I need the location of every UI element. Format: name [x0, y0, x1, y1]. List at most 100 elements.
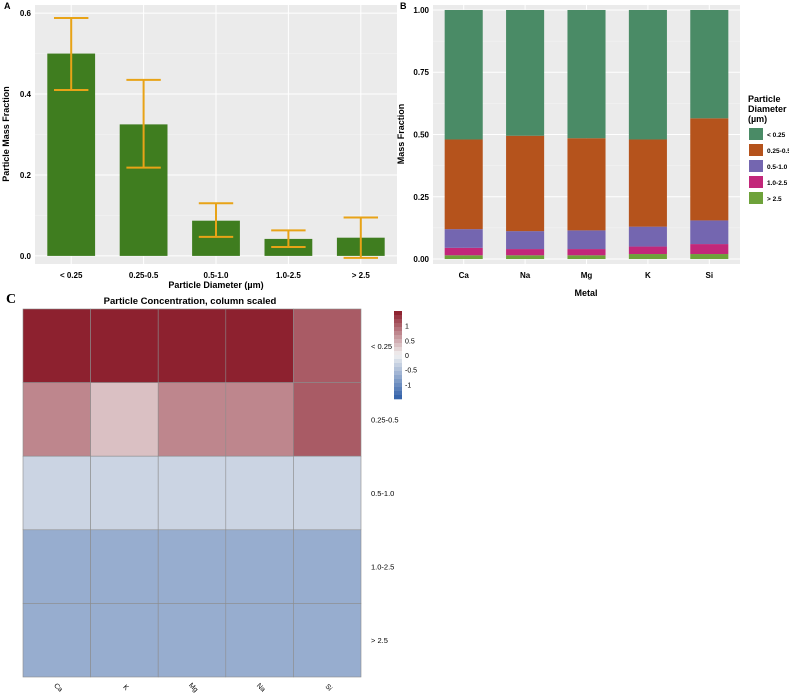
heatmap-cell [22, 382, 91, 457]
scale-step [394, 351, 402, 356]
stacked-bar-segment [444, 139, 483, 230]
y-tick-label: 0.4 [20, 90, 32, 99]
legend-swatch [749, 176, 763, 188]
heatmap-row-labels: < 0.25 0.25-0.5 0.5-1.0 1.0-2.5 > 2.5 [371, 342, 399, 645]
scale-step [394, 359, 402, 364]
stacked-bar-segment [567, 138, 606, 231]
column-label: K [121, 684, 129, 692]
x-tick-label: < 0.25 [60, 271, 83, 280]
heatmap-cell [225, 455, 294, 531]
stacked-bar-segment [444, 247, 483, 256]
panel-b-x-ticks: Ca Na Mg K Si [459, 271, 713, 280]
row-label: > 2.5 [371, 636, 388, 645]
heatmap-column-labels: Ca K Mg Na Si [52, 682, 333, 693]
scale-step [394, 367, 402, 372]
x-tick-label: Na [520, 271, 531, 280]
y-tick-label: 0.00 [413, 255, 429, 264]
heatmap-cell [293, 382, 362, 457]
legend-label: 0.25-0.5 [767, 148, 789, 155]
column-label: Mg [187, 682, 199, 693]
legend-swatch [749, 192, 763, 204]
row-label: 0.25-0.5 [371, 415, 399, 424]
stacked-bar-segment [690, 118, 729, 221]
heatmap-cell [90, 308, 159, 383]
column-label: Si [324, 683, 334, 693]
scale-tick-label: -0.5 [405, 368, 417, 375]
scale-tick-label: 1 [405, 324, 409, 331]
x-tick-label: Ca [459, 271, 470, 280]
row-label: < 0.25 [371, 342, 392, 351]
x-tick-label: Mg [581, 271, 593, 280]
panel-a-y-axis-title: Particle Mass Fraction [1, 86, 11, 182]
scale-step [394, 375, 402, 380]
heatmap-cell [293, 455, 362, 531]
heatmap-cell [157, 529, 227, 604]
x-tick-label: K [645, 271, 651, 280]
column-label: Ca [52, 682, 63, 693]
legend-title-line: Diameter [748, 104, 787, 114]
x-tick-label: 0.25-0.5 [129, 271, 159, 280]
stacked-bar-segment [567, 249, 606, 256]
heatmap-cell [157, 455, 227, 531]
heatmap-cell [157, 382, 227, 457]
stacked-bar-segment [690, 9, 729, 119]
y-tick-label: 0.25 [413, 193, 429, 202]
x-tick-label: > 2.5 [352, 271, 371, 280]
legend-swatch [749, 128, 763, 140]
stacked-bar-segment [690, 220, 729, 245]
stacked-bar-segment [628, 246, 667, 255]
stacked-bar-segment [628, 254, 667, 260]
scale-step [394, 355, 402, 360]
legend-label: 0.5-1.0 [767, 164, 788, 171]
stacked-bar-segment [506, 231, 545, 250]
stacked-bar-segment [690, 254, 729, 260]
panel-b-stacked-bars [444, 9, 729, 260]
y-tick-label: 0.6 [20, 9, 32, 18]
panel-b-x-axis-title: Metal [574, 288, 597, 298]
panel-a: A 0.0 0.2 0.4 0.6 < 0.25 0.25-0.5 0.5-1.0 1.0-… [1, 1, 397, 290]
x-tick-label: Si [706, 271, 714, 280]
heatmap-cell [22, 529, 91, 604]
scale-step [394, 319, 402, 324]
panel-b: B 0.00 0.25 0.50 0.75 1.00 Ca Na Mg K Si Metal M… [396, 1, 789, 298]
legend-title: Particle Diameter (µm) [748, 94, 787, 124]
panel-b-y-ticks: 0.00 0.25 0.50 0.75 1.00 [413, 6, 429, 264]
heatmap-cell [157, 308, 227, 383]
legend-title-line: Particle [748, 94, 781, 104]
scale-step [394, 363, 402, 368]
legend-swatch [749, 160, 763, 172]
scale-tick-label: -1 [405, 382, 411, 389]
legend-title-line: (µm) [748, 114, 767, 124]
stacked-bar-segment [567, 255, 606, 260]
x-tick-label: 1.0-2.5 [276, 271, 301, 280]
heatmap-cell [22, 308, 91, 383]
stacked-bar-segment [506, 9, 545, 136]
y-tick-label: 0.75 [413, 68, 429, 77]
scale-step [394, 323, 402, 328]
heatmap-color-scale: 1 0.5 0 -0.5 -1 [394, 311, 417, 400]
scale-step [394, 335, 402, 340]
scale-step [394, 387, 402, 392]
heatmap-cell [225, 603, 294, 678]
scale-step [394, 311, 402, 316]
stacked-bar-segment [628, 226, 667, 247]
heatmap-cell [90, 382, 159, 457]
stacked-bar-segment [628, 9, 667, 140]
panel-c-title: Particle Concentration, column scaled [104, 296, 277, 307]
scale-step [394, 339, 402, 344]
heatmap-cell [293, 529, 362, 604]
scale-tick-label: 0 [405, 353, 409, 360]
stacked-bar-segment [567, 230, 606, 250]
heatmap-cell [90, 603, 159, 678]
heatmap-cell [90, 529, 159, 604]
panel-c: C Particle Concentration, column scaled … [6, 292, 417, 693]
panel-a-error-bars [53, 16, 379, 259]
panel-a-x-ticks: < 0.25 0.25-0.5 0.5-1.0 1.0-2.5 > 2.5 [60, 271, 370, 280]
panel-a-y-ticks: 0.0 0.2 0.4 0.6 [20, 9, 32, 261]
stacked-bar-segment [506, 135, 545, 232]
scale-tick-label: 0.5 [405, 338, 415, 345]
scale-step [394, 383, 402, 388]
y-tick-label: 0.0 [20, 252, 32, 261]
heatmap-cells [22, 308, 362, 678]
